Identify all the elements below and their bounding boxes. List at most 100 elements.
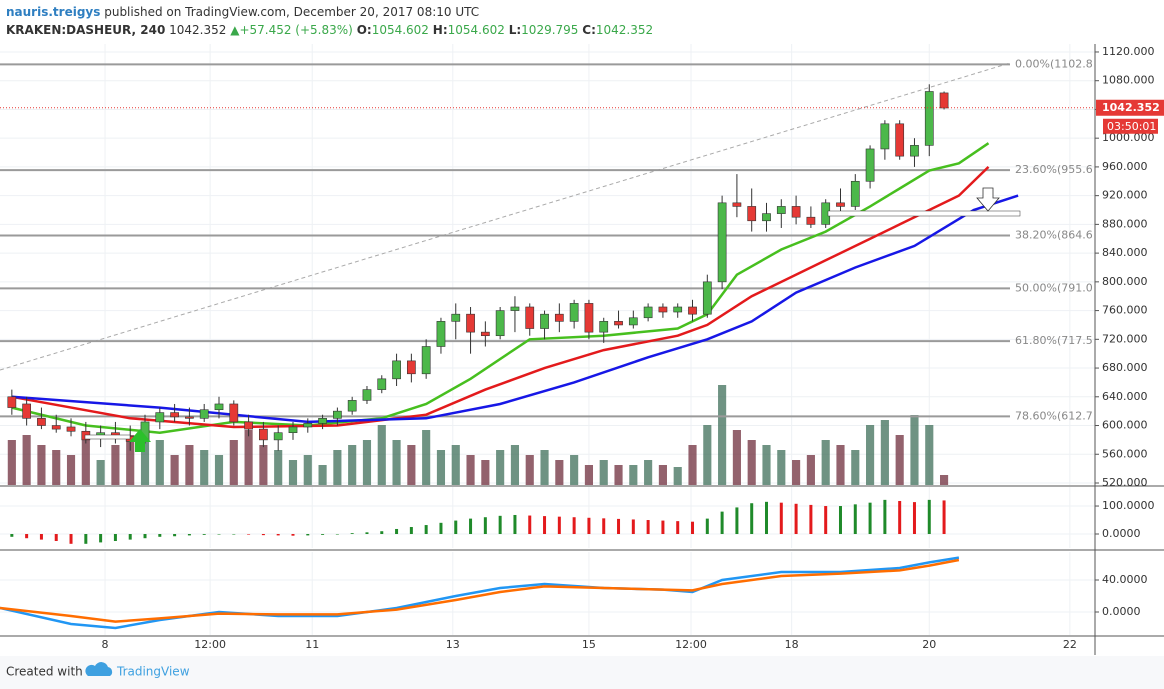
candle-body bbox=[628, 317, 638, 326]
y-tick-label: 600.000 bbox=[1102, 419, 1148, 432]
histogram-bar bbox=[617, 518, 621, 535]
candle-body bbox=[599, 321, 609, 333]
candle-body bbox=[155, 412, 165, 423]
volume-bar bbox=[22, 435, 31, 485]
ohlc-label: C: bbox=[582, 23, 596, 37]
histogram-bar bbox=[261, 534, 265, 536]
x-tick-label: 11 bbox=[305, 638, 319, 651]
candle-body bbox=[362, 389, 372, 401]
histogram-bar bbox=[158, 534, 162, 537]
y-tick-label: 920.000 bbox=[1102, 189, 1148, 202]
histogram-bar bbox=[321, 534, 325, 535]
down-arrow bbox=[976, 187, 1000, 212]
footer-brand: TradingView bbox=[116, 665, 190, 679]
volume-bar bbox=[155, 440, 164, 485]
volume-bar bbox=[836, 445, 845, 485]
volume-bar bbox=[422, 430, 431, 485]
volume-bar bbox=[466, 455, 475, 485]
histogram-bar bbox=[187, 534, 191, 536]
volume-bar bbox=[140, 430, 150, 485]
volume-bar bbox=[214, 455, 224, 485]
histogram-bar bbox=[10, 534, 14, 537]
candle-body bbox=[170, 412, 179, 418]
candle-body bbox=[658, 306, 668, 313]
candle-body bbox=[199, 409, 209, 419]
histogram-bar bbox=[868, 502, 872, 535]
volume-bar bbox=[629, 465, 638, 485]
histogram-bar bbox=[350, 533, 354, 535]
histogram-bar bbox=[912, 502, 916, 535]
candle-body bbox=[22, 403, 32, 419]
volume-bar bbox=[895, 435, 904, 485]
candle-body bbox=[584, 303, 594, 333]
histogram-bar bbox=[705, 518, 709, 535]
histogram-bar bbox=[927, 499, 931, 535]
candle-body bbox=[850, 180, 860, 207]
ohlc-label: L: bbox=[508, 23, 522, 37]
candle-body bbox=[569, 303, 579, 322]
y-tick-label: 40.0000 bbox=[1102, 573, 1148, 586]
volume-bar bbox=[570, 455, 579, 485]
candle-body bbox=[673, 306, 683, 313]
footer-text: Created with bbox=[6, 665, 83, 679]
candle-body bbox=[303, 423, 313, 428]
y-tick-label: 1120.000 bbox=[1102, 45, 1155, 58]
volume-bar bbox=[288, 460, 298, 485]
histogram-bar bbox=[779, 502, 783, 535]
candle-body bbox=[614, 321, 623, 326]
x-tick-label: 12:00 bbox=[675, 638, 707, 651]
histogram-bar bbox=[750, 503, 754, 535]
candle-body bbox=[288, 426, 298, 434]
histogram-bar bbox=[824, 506, 828, 535]
candle-body bbox=[510, 306, 520, 311]
last-price-label: 1042.352 bbox=[1102, 101, 1160, 114]
histogram-bar bbox=[572, 517, 576, 535]
x-tick-label: 18 bbox=[785, 638, 799, 651]
candle-body bbox=[51, 425, 61, 430]
histogram-bar bbox=[232, 534, 236, 535]
countdown-badge bbox=[1103, 118, 1158, 134]
histogram-bar bbox=[39, 534, 43, 540]
histogram-bar bbox=[528, 515, 532, 535]
histogram-bar bbox=[335, 534, 339, 535]
candle-body bbox=[732, 202, 742, 207]
volume-bar bbox=[762, 445, 771, 485]
volume-bar bbox=[614, 465, 623, 485]
histogram-bar bbox=[587, 517, 591, 535]
histogram-bar bbox=[454, 520, 458, 535]
volume-bar bbox=[451, 445, 460, 485]
y-tick-label: 800.000 bbox=[1102, 275, 1148, 288]
volume-bar bbox=[792, 460, 801, 485]
candle-body bbox=[406, 360, 416, 375]
volume-bar bbox=[7, 440, 16, 485]
histogram-bar bbox=[380, 531, 384, 535]
y-tick-label: 0.0000 bbox=[1102, 605, 1141, 618]
line bbox=[0, 558, 960, 623]
annotations bbox=[84, 187, 1021, 452]
line bbox=[11, 166, 990, 429]
candle-body bbox=[643, 306, 653, 319]
fib-label: 50.00%(791.0 bbox=[1015, 281, 1093, 294]
candle-body bbox=[836, 202, 845, 207]
fib-label: 38.20%(864.6 bbox=[1015, 228, 1093, 241]
candle-body bbox=[273, 432, 283, 441]
volume-bar bbox=[170, 455, 179, 485]
volume-bar bbox=[200, 450, 209, 485]
histogram-bar bbox=[720, 511, 724, 535]
y-tick-label: 680.000 bbox=[1102, 361, 1148, 374]
histogram-bar bbox=[365, 532, 369, 535]
histogram-bar bbox=[942, 500, 946, 535]
y-tick-label: 0.0000 bbox=[1102, 527, 1141, 540]
candle-body bbox=[436, 321, 446, 347]
last: 1042.352 bbox=[169, 23, 227, 37]
histogram-bar bbox=[217, 534, 221, 535]
volume-bar bbox=[732, 430, 741, 485]
histogram-bar bbox=[54, 534, 58, 542]
volume-bar bbox=[658, 465, 667, 485]
histogram-bar bbox=[99, 534, 103, 543]
volume-bar bbox=[777, 450, 786, 485]
fib-label: 23.60%(955.6 bbox=[1015, 163, 1093, 176]
volume-bar bbox=[688, 445, 697, 485]
y-tick-label: 760.000 bbox=[1102, 304, 1148, 317]
volume-bar bbox=[52, 450, 61, 485]
